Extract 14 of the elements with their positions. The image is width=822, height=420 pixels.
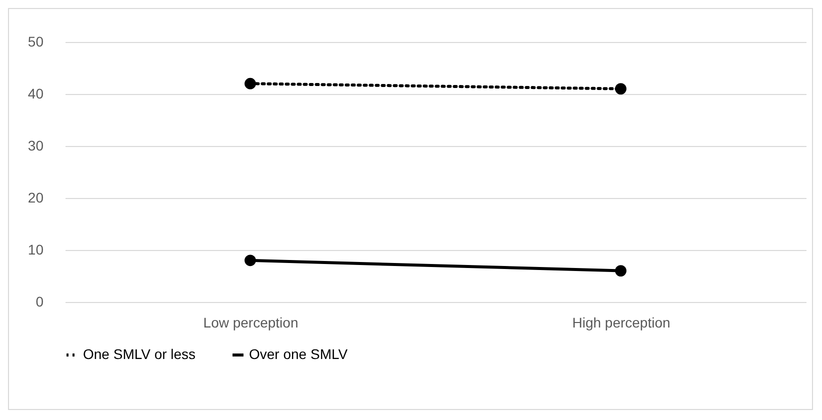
point: [244, 78, 256, 90]
y-tick-label: 0: [36, 294, 44, 310]
x-tick-label: High perception: [572, 314, 670, 330]
point: [615, 83, 626, 94]
y-tick-label: 40: [28, 86, 44, 102]
point: [244, 254, 256, 266]
x-tick-label: Low perception: [203, 314, 298, 330]
point: [615, 265, 626, 276]
legend-label: One SMLV or less: [83, 346, 196, 362]
y-tick-label: 30: [28, 138, 44, 154]
legend-label: Over one SMLV: [249, 346, 348, 362]
y-tick-label: 20: [28, 190, 44, 206]
y-tick-label: 10: [28, 242, 44, 258]
y-tick-label: 50: [28, 34, 44, 50]
